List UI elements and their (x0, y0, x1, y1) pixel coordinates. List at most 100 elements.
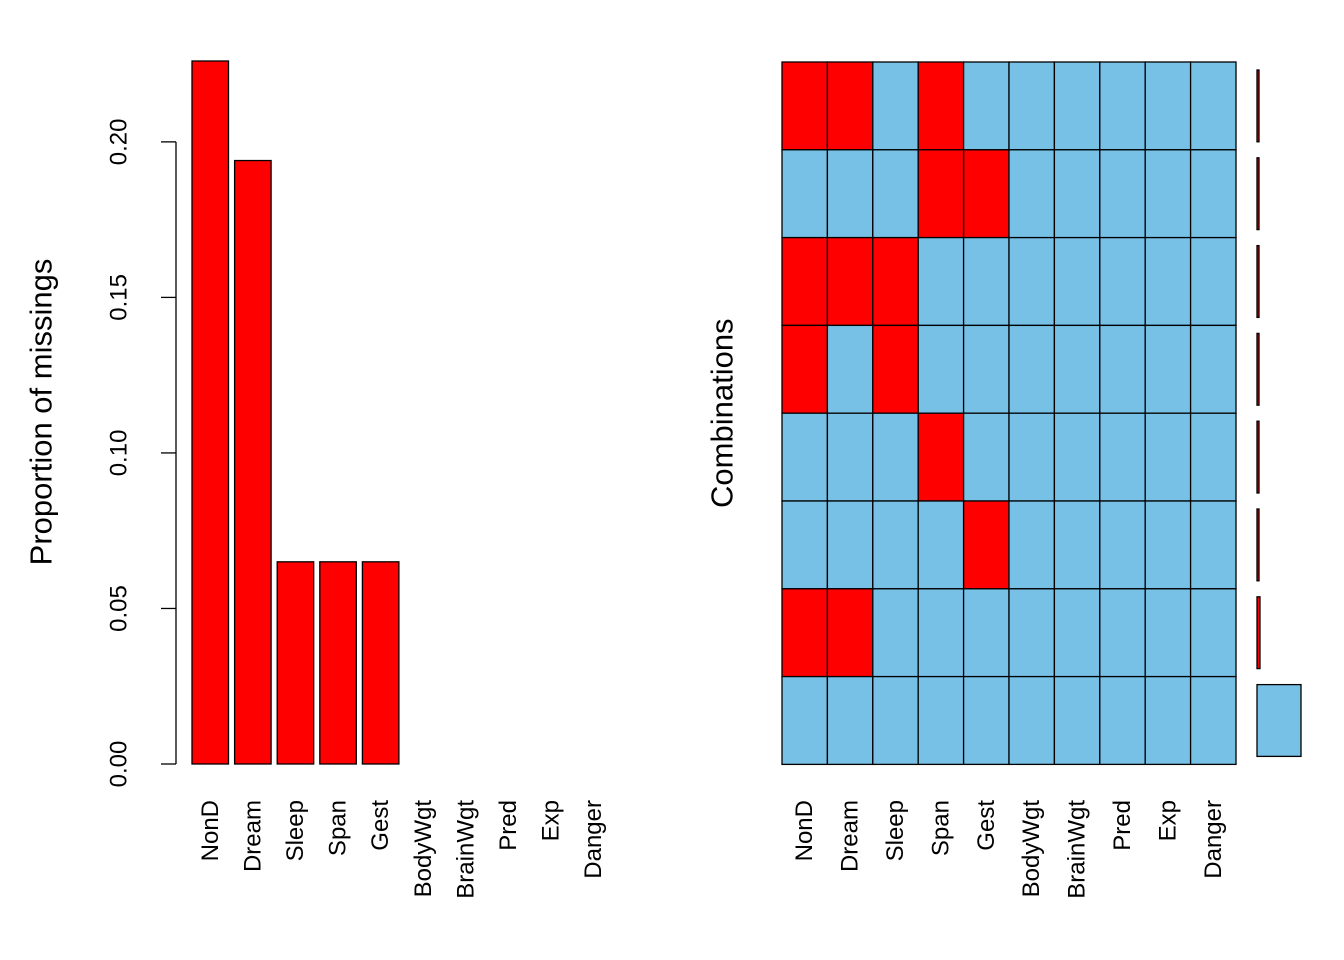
cell-observed (872, 149, 919, 239)
cell-observed (962, 588, 1010, 678)
cell-observed (962, 675, 1010, 766)
x-tick-label: NonD (791, 800, 818, 861)
x-tick-label: Span (325, 800, 352, 856)
cell-observed (1008, 500, 1056, 590)
y-tick-label: 0.15 (106, 274, 133, 321)
cell-observed (1189, 412, 1237, 502)
cell-observed (1053, 61, 1101, 151)
cell-observed (872, 412, 919, 502)
bar (191, 60, 230, 765)
x-tick-label: BrainWgt (452, 800, 479, 899)
cell-observed (1099, 149, 1146, 239)
cell-missing (962, 500, 1010, 590)
y-tick-label: 0.20 (106, 119, 133, 166)
cell-observed (1099, 324, 1146, 414)
x-tick-label: Sleep (282, 800, 309, 861)
cell-missing (917, 412, 965, 502)
x-tick-label: Gest (367, 800, 394, 851)
cell-observed (1053, 149, 1101, 239)
cell-missing (872, 236, 919, 327)
cell-missing (872, 324, 919, 414)
x-tick-label: BodyWgt (410, 800, 437, 898)
cell-observed (1008, 236, 1056, 327)
cell-observed (872, 500, 919, 590)
y-tick-label: 0.05 (106, 585, 133, 632)
x-tick-label: NonD (197, 800, 224, 861)
combination-proportion-bar (1256, 420, 1260, 494)
combination-proportion-bar (1256, 683, 1302, 758)
cell-missing (917, 61, 965, 151)
cell-observed (1144, 412, 1192, 502)
x-tick-label: Pred (1109, 800, 1136, 851)
bar (276, 561, 315, 765)
cell-observed (1144, 149, 1192, 239)
cell-observed (1144, 61, 1192, 151)
cell-observed (962, 61, 1010, 151)
combination-proportion-bar (1256, 157, 1260, 231)
cell-missing (826, 61, 874, 151)
cell-observed (1144, 324, 1192, 414)
cell-observed (781, 412, 829, 502)
x-tick-label: Dream (837, 800, 864, 872)
cell-observed (1008, 149, 1056, 239)
x-tick-label: Exp (1154, 800, 1181, 841)
cell-observed (781, 675, 829, 766)
cell-observed (1144, 500, 1192, 590)
missing-combinations-plot: NonD Dream Sleep Span Gest BodyWgt BrainWgt Pre… (705, 61, 1302, 899)
cell-observed (1053, 675, 1101, 766)
bar (361, 561, 400, 765)
cell-observed (1189, 324, 1237, 414)
cell-observed (917, 500, 965, 590)
cell-observed (1189, 675, 1237, 766)
missing-proportion-barplot: 0.00 0.05 0.10 0.15 0.20 Proportion of missin… (24, 60, 607, 899)
cell-observed (917, 236, 965, 327)
cell-observed (962, 236, 1010, 327)
bar (233, 159, 272, 765)
cell-observed (1008, 324, 1056, 414)
cell-observed (1053, 500, 1101, 590)
cell-observed (917, 588, 965, 678)
cell-missing (826, 588, 874, 678)
cell-observed (1144, 588, 1192, 678)
cell-observed (872, 61, 919, 151)
cell-observed (1189, 61, 1237, 151)
combination-proportion-bar (1256, 69, 1260, 143)
cell-missing (781, 588, 829, 678)
cell-observed (826, 500, 874, 590)
cell-observed (1099, 675, 1146, 766)
combination-proportion-bar (1256, 244, 1260, 319)
cell-observed (1144, 675, 1192, 766)
cell-observed (1008, 412, 1056, 502)
cell-observed (1053, 588, 1101, 678)
cell-observed (1008, 61, 1056, 151)
cell-observed (962, 412, 1010, 502)
y-tick-label: 0.10 (106, 430, 133, 477)
cell-observed (1099, 412, 1146, 502)
cell-observed (1099, 500, 1146, 590)
cell-missing (781, 236, 829, 327)
cell-observed (1053, 236, 1101, 327)
x-tick-label: Sleep (882, 800, 909, 861)
cell-observed (1144, 236, 1192, 327)
cell-observed (917, 324, 965, 414)
combination-proportion-bar (1256, 332, 1260, 406)
combination-proportion-bar (1256, 596, 1261, 670)
cell-missing (962, 149, 1010, 239)
cell-observed (1099, 61, 1146, 151)
cell-observed (962, 324, 1010, 414)
cell-observed (917, 675, 965, 766)
cell-missing (781, 61, 829, 151)
x-tick-label: Danger (580, 800, 607, 879)
cell-observed (781, 149, 829, 239)
cell-observed (872, 675, 919, 766)
cell-observed (826, 324, 874, 414)
cell-observed (826, 675, 874, 766)
cell-missing (781, 324, 829, 414)
cell-missing (917, 149, 965, 239)
y-tick-label: 0.00 (106, 741, 133, 788)
cell-observed (1189, 236, 1237, 327)
x-tick-label: Gest (973, 800, 1000, 851)
x-tick-label: Exp (538, 800, 565, 841)
cell-observed (1099, 236, 1146, 327)
